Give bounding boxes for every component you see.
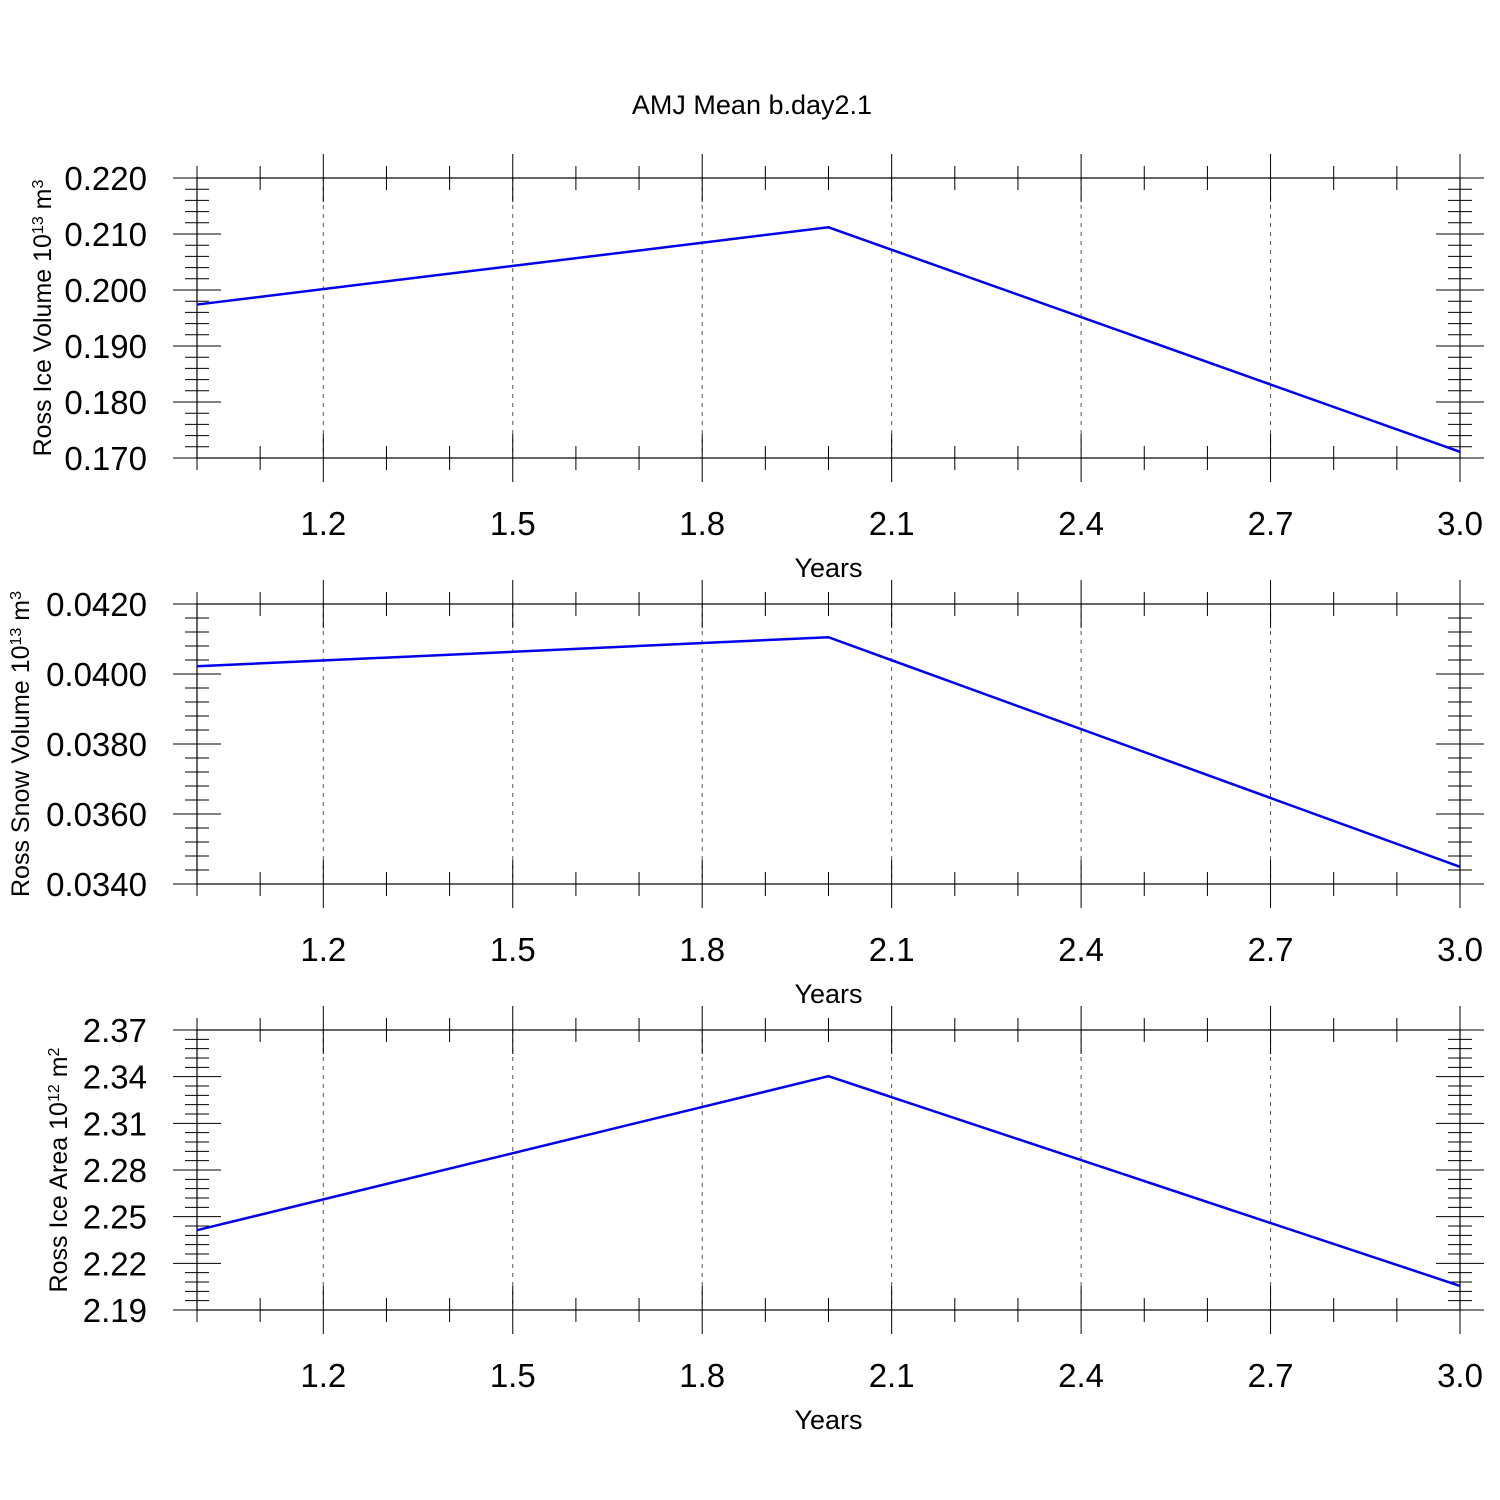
y-tick-label: 0.180 bbox=[64, 384, 147, 421]
x-tick-label: 1.2 bbox=[300, 1357, 346, 1394]
y-axis-label: Ross Snow Volume 1013 m3 bbox=[7, 591, 35, 897]
x-tick-label: 1.2 bbox=[300, 931, 346, 968]
y-tick-label: 2.28 bbox=[83, 1152, 147, 1189]
y-axis-label-superscript: 12 bbox=[46, 1084, 63, 1102]
x-axis-label: Years bbox=[794, 1405, 862, 1435]
y-tick-label: 0.190 bbox=[64, 328, 147, 365]
y-tick-label: 0.0360 bbox=[46, 796, 147, 833]
y-axis-label-part: Ross Ice Area 10 bbox=[45, 1102, 73, 1292]
x-tick-label: 3.0 bbox=[1437, 505, 1483, 542]
x-tick-label: 2.1 bbox=[869, 931, 915, 968]
x-tick-label: 2.7 bbox=[1248, 1357, 1294, 1394]
x-tick-label: 1.8 bbox=[679, 505, 725, 542]
x-axis-label: Years bbox=[794, 979, 862, 1009]
x-tick-label: 1.5 bbox=[490, 1357, 536, 1394]
y-tick-label: 0.220 bbox=[64, 160, 147, 197]
x-tick-label: 2.7 bbox=[1248, 505, 1294, 542]
x-tick-label: 1.8 bbox=[679, 931, 725, 968]
x-tick-label: 2.7 bbox=[1248, 931, 1294, 968]
x-tick-label: 1.8 bbox=[679, 1357, 725, 1394]
y-tick-label: 0.170 bbox=[64, 440, 147, 477]
y-tick-label: 0.0340 bbox=[46, 866, 147, 903]
y-axis-label-superscript: 3 bbox=[8, 591, 25, 600]
y-tick-label: 0.200 bbox=[64, 272, 147, 309]
y-axis-label-superscript: 3 bbox=[30, 179, 47, 188]
y-tick-label: 2.31 bbox=[83, 1105, 147, 1142]
panel-2: 0.0340 0.0360 0.0380 0.0400 0.0420 1.2 1.5 1.8 2… bbox=[7, 580, 1484, 1009]
y-tick-label: 2.22 bbox=[83, 1245, 147, 1282]
x-tick-label: 3.0 bbox=[1437, 1357, 1483, 1394]
x-tick-label: 2.4 bbox=[1058, 1357, 1104, 1394]
y-tick-label: 2.25 bbox=[83, 1199, 147, 1236]
y-axis-label-part: Ross Ice Volume 10 bbox=[29, 234, 57, 456]
y-axis-label-superscript: 13 bbox=[30, 216, 47, 234]
x-tick-label: 1.2 bbox=[300, 505, 346, 542]
y-tick-label: 2.19 bbox=[83, 1292, 147, 1329]
y-axis-label-part: m bbox=[7, 600, 35, 628]
panel-1: 0.170 0.180 0.190 0.200 0.210 0.220 1.2 1.5 1.8 2… bbox=[29, 154, 1484, 583]
y-axis-label: Ross Ice Area 1012 m2 bbox=[45, 1047, 73, 1292]
series-line bbox=[196, 226, 1461, 454]
plot-frame bbox=[196, 603, 1461, 885]
plot-frame bbox=[196, 177, 1461, 459]
y-tick-label: 0.0400 bbox=[46, 656, 147, 693]
y-axis-label-superscript: 13 bbox=[8, 628, 25, 646]
x-tick-label: 2.4 bbox=[1058, 505, 1104, 542]
y-axis-label-part: Ross Snow Volume 10 bbox=[7, 645, 35, 897]
x-tick-label: 2.1 bbox=[869, 1357, 915, 1394]
x-tick-label: 3.0 bbox=[1437, 931, 1483, 968]
figure-title: AMJ Mean b.day2.1 bbox=[632, 90, 872, 120]
series-line bbox=[196, 635, 1461, 869]
y-tick-label: 2.34 bbox=[83, 1059, 147, 1096]
plot-frame bbox=[196, 1029, 1461, 1311]
y-tick-label: 2.37 bbox=[83, 1012, 147, 1049]
x-tick-label: 2.1 bbox=[869, 505, 915, 542]
panel-3: 2.19 2.22 2.25 2.28 2.31 2.34 2.37 1.2 1.5 1.8 2.1… bbox=[45, 1006, 1484, 1435]
y-tick-label: 0.210 bbox=[64, 216, 147, 253]
y-tick-label: 0.0420 bbox=[46, 586, 147, 623]
y-axis-label-superscript: 2 bbox=[46, 1047, 63, 1056]
x-tick-label: 1.5 bbox=[490, 931, 536, 968]
series-line bbox=[196, 1074, 1461, 1288]
x-tick-label: 2.4 bbox=[1058, 931, 1104, 968]
x-tick-label: 1.5 bbox=[490, 505, 536, 542]
x-axis-label: Years bbox=[794, 553, 862, 583]
y-axis-label: Ross Ice Volume 1013 m3 bbox=[29, 179, 57, 456]
y-axis-label-part: m bbox=[29, 188, 57, 216]
y-tick-label: 0.0380 bbox=[46, 726, 147, 763]
y-axis-label-part: m bbox=[45, 1056, 73, 1084]
